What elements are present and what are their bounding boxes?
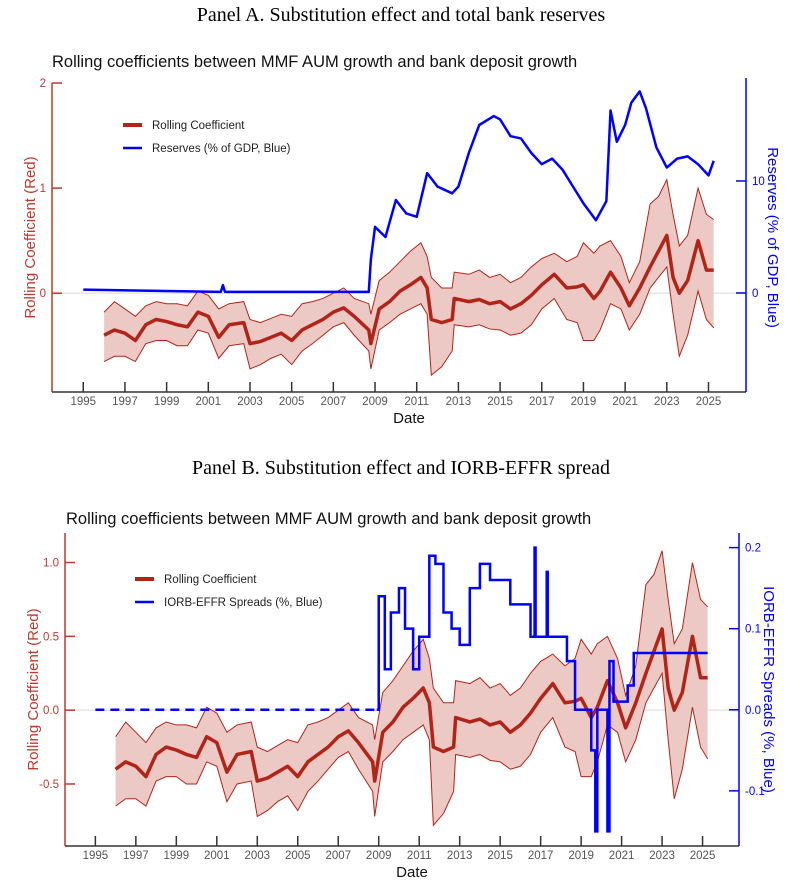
y-right-axis-label: IORB-EFFR Spreads (%, Blue)	[760, 586, 777, 793]
y-right-tick-label: 10	[752, 176, 765, 188]
x-tick-label: 2011	[407, 850, 432, 862]
y-right-tick-label: 0.1	[745, 624, 761, 636]
confidence-band	[104, 179, 714, 376]
legend-entry: Rolling Coefficient	[164, 574, 257, 586]
x-tick-label: 2021	[612, 396, 638, 408]
x-tick-label: 1997	[112, 396, 138, 408]
x-tick-label: 2015	[487, 396, 513, 408]
x-axis-label: Date	[396, 864, 428, 881]
x-tick-label: 2001	[204, 850, 230, 862]
x-tick-label: 2023	[649, 850, 675, 862]
y-right-axis-label: Reserves (% of GDP, Blue)	[764, 147, 781, 328]
x-tick-label: 2011	[404, 396, 429, 408]
y-right-tick-label: 0.2	[745, 543, 761, 555]
y-right-tick-label: 0	[752, 288, 758, 300]
x-tick-label: 2009	[362, 396, 388, 408]
panel-a-heading: Panel A. Substitution effect and total b…	[197, 4, 606, 26]
x-tick-label: 2001	[196, 396, 222, 408]
legend-entry: Rolling Coefficient	[152, 120, 245, 132]
y-left-tick-label: -0.5	[39, 779, 59, 791]
x-tick-label: 1997	[123, 850, 149, 862]
x-tick-label: 1995	[83, 850, 109, 862]
y-left-tick-label: 0.5	[43, 631, 59, 643]
panel-b-chart-title: Rolling coefficients between MMF AUM gro…	[66, 510, 591, 528]
upper-band-line	[103, 178, 714, 324]
x-tick-label: 2005	[279, 396, 305, 408]
confidence-band	[115, 550, 708, 826]
x-axis-label: Date	[393, 410, 425, 427]
rolling-coefficient-line	[114, 627, 708, 783]
y-right-tick-label: -0.1	[745, 786, 765, 798]
x-tick-label: 2019	[571, 396, 597, 408]
rolling-coefficient-line	[103, 233, 714, 346]
panel-b-heading: Panel B. Substitution effect and IORB-EF…	[192, 457, 610, 479]
x-tick-label: 2019	[568, 850, 594, 862]
x-tick-label: 2025	[690, 850, 716, 862]
x-tick-label: 2021	[609, 850, 635, 862]
lower-band-line	[103, 265, 715, 377]
legend: Rolling Coefficient Reserves (% of GDP, B…	[123, 120, 291, 155]
x-tick-label: 2013	[447, 850, 473, 862]
y-right-tick-label: 0.0	[745, 705, 761, 717]
x-tick-label: 1999	[164, 850, 190, 862]
x-tick-label: 1999	[154, 396, 180, 408]
panel-b-chart: 1995 1997 1999 2001 2003 2005 2007 2009 2011 2013…	[25, 533, 777, 881]
legend: Rolling Coefficient IORB-EFFR Spreads (%,…	[135, 574, 323, 609]
x-tick-label: 2003	[244, 850, 270, 862]
x-tick-label: 2023	[654, 396, 680, 408]
x-tick-label: 1995	[70, 396, 96, 408]
y-left-tick-label: 1.0	[43, 558, 59, 570]
x-tick-label: 2025	[696, 396, 722, 408]
x-tick-label: 2005	[285, 850, 311, 862]
panel-a-chart-title: Rolling coefficients between MMF AUM gro…	[52, 53, 577, 71]
y-left-axis-label: Rolling Coefficient (Red)	[22, 156, 39, 318]
y-left-tick-label: 1	[40, 183, 46, 195]
x-tick-label: 2009	[366, 850, 392, 862]
x-tick-label: 2007	[321, 396, 347, 408]
y-left-tick-label: 0	[40, 288, 46, 300]
legend-entry: IORB-EFFR Spreads (%, Blue)	[164, 597, 323, 609]
upper-band-line	[115, 550, 708, 753]
x-tick-label: 2015	[487, 850, 513, 862]
y-left-axis-label: Rolling Coefficient (Red)	[25, 608, 42, 770]
legend-entry: Reserves (% of GDP, Blue)	[152, 143, 291, 155]
y-left-tick-label: 2	[40, 78, 46, 90]
x-tick-label: 2017	[529, 396, 555, 408]
lower-band-line	[115, 671, 709, 827]
y-left-tick-label: 0.0	[43, 705, 59, 717]
x-tick-label: 2013	[446, 396, 472, 408]
panel-a-chart: 1995 1997 1999 2001 2003 2005 2007 2009 2011 2013…	[22, 78, 781, 427]
reserves-line	[83, 90, 715, 294]
x-tick-label: 2017	[528, 850, 554, 862]
x-tick-label: 2003	[237, 396, 263, 408]
spread-line	[376, 546, 708, 833]
x-tick-label: 2007	[325, 850, 351, 862]
